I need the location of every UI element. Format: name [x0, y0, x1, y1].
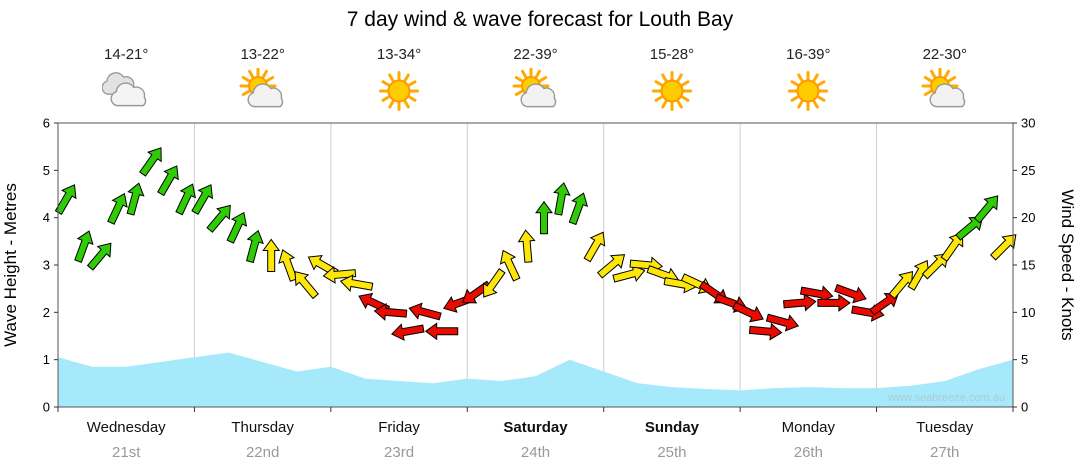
right-tick-label: 30	[1021, 116, 1035, 131]
day-name-label: Wednesday	[86, 419, 166, 436]
day-date-label: 24th	[520, 444, 551, 461]
temperature-range: 16-39°	[786, 46, 831, 63]
wind-arrow	[482, 268, 506, 298]
day-name-label: Monday	[781, 419, 836, 436]
wind-arrow	[499, 249, 521, 282]
wind-arrow	[126, 182, 145, 216]
wind-arrow	[339, 274, 374, 292]
wind-arrow	[888, 270, 914, 300]
cloudy-weather-icon	[101, 72, 147, 107]
wind-arrow	[226, 211, 248, 244]
right-tick-label: 20	[1021, 210, 1035, 225]
left-tick-label: 5	[43, 163, 50, 178]
day-date-label: 23rd	[384, 444, 415, 461]
partly-weather-icon	[921, 67, 966, 108]
sunny-weather-icon	[651, 71, 692, 111]
wind-arrow	[517, 229, 536, 263]
wind-arrow	[596, 254, 626, 279]
temperature-range: 13-22°	[240, 46, 285, 63]
wind-arrow	[907, 259, 930, 291]
left-tick-label: 6	[43, 116, 50, 131]
wind-arrow	[973, 195, 999, 224]
temperature-range: 22-39°	[513, 46, 558, 63]
temperature-range: 15-28°	[649, 46, 695, 63]
temperature-range: 22-30°	[922, 46, 967, 63]
wind-arrow	[817, 293, 851, 312]
right-tick-label: 25	[1021, 163, 1035, 178]
right-tick-label: 0	[1021, 400, 1028, 415]
day-date-label: 25th	[657, 444, 687, 461]
weather-icon-wrap	[467, 67, 604, 119]
temperature-range: 14-21°	[104, 46, 149, 63]
weather-icon-wrap	[740, 68, 877, 119]
wind-arrow	[583, 231, 606, 263]
watermark: www.seabreeze.com.au	[887, 392, 1005, 404]
wind-arrow	[175, 183, 196, 216]
left-tick-label: 1	[43, 352, 50, 367]
wind-arrow	[86, 242, 112, 271]
wind-arrow	[612, 264, 646, 283]
chart-title: 7 day wind & wave forecast for Louth Bay	[346, 8, 734, 31]
partly-weather-icon	[239, 67, 283, 108]
wind-arrow	[834, 283, 867, 304]
wind-arrow	[765, 313, 800, 332]
wind-arrow	[783, 293, 817, 312]
weather-icon-wrap	[876, 67, 1013, 119]
left-tick-label: 0	[43, 400, 50, 415]
wind-arrow	[294, 270, 319, 300]
wind-arrow	[262, 238, 281, 272]
day-name-label: Sunday	[644, 419, 700, 436]
weather-icon-wrap	[58, 68, 195, 119]
wind-arrow	[107, 192, 128, 225]
wind-arrow	[322, 265, 357, 284]
right-tick-label: 5	[1021, 352, 1028, 367]
day-name-label: Saturday	[503, 419, 568, 436]
left-tick-label: 3	[43, 258, 50, 273]
wind-arrow	[191, 184, 214, 215]
wind-arrow	[54, 184, 77, 215]
wind-arrow	[408, 302, 442, 321]
wind-arrow	[424, 322, 459, 341]
wind-arrow	[373, 302, 408, 321]
right-axis-title: Wind Speed - Knots	[1058, 189, 1077, 340]
day-name-label: Thursday	[231, 419, 294, 436]
wind-arrow	[391, 323, 425, 341]
wind-arrow	[955, 216, 984, 241]
weather-icon-wrap	[331, 68, 468, 119]
right-tick-label: 10	[1021, 305, 1035, 320]
day-name-label: Friday	[378, 419, 420, 436]
wind-arrow	[74, 230, 94, 263]
wind-arrow	[748, 322, 783, 341]
right-tick-label: 15	[1021, 258, 1035, 273]
wind-arrow	[553, 182, 571, 216]
day-name-label: Tuesday	[916, 419, 974, 436]
wind-arrow	[990, 234, 1017, 261]
weather-icon-wrap	[194, 67, 331, 119]
sunny-weather-icon	[379, 71, 420, 111]
left-tick-label: 2	[43, 305, 50, 320]
wind-arrow	[157, 165, 179, 197]
wave-height-area	[58, 352, 1013, 407]
left-axis-title: Wave Height - Metres	[1, 183, 20, 347]
wind-arrow	[732, 301, 764, 323]
wind-arrow	[206, 204, 231, 233]
day-date-label: 26th	[793, 444, 823, 461]
wind-arrow	[535, 200, 553, 235]
wind-arrow	[568, 192, 589, 226]
temperature-range: 13-34°	[376, 46, 422, 63]
day-date-label: 27th	[930, 444, 960, 461]
day-date-label: 22nd	[245, 444, 280, 461]
wind-arrow	[940, 232, 964, 262]
partly-weather-icon	[512, 67, 556, 108]
weather-icon-wrap	[603, 68, 740, 119]
sunny-weather-icon	[788, 71, 829, 111]
day-date-label: 21st	[112, 444, 141, 461]
wind-arrow	[245, 229, 264, 264]
left-tick-label: 4	[43, 210, 50, 225]
wind-arrow	[139, 147, 162, 177]
wind-arrow	[869, 292, 899, 316]
